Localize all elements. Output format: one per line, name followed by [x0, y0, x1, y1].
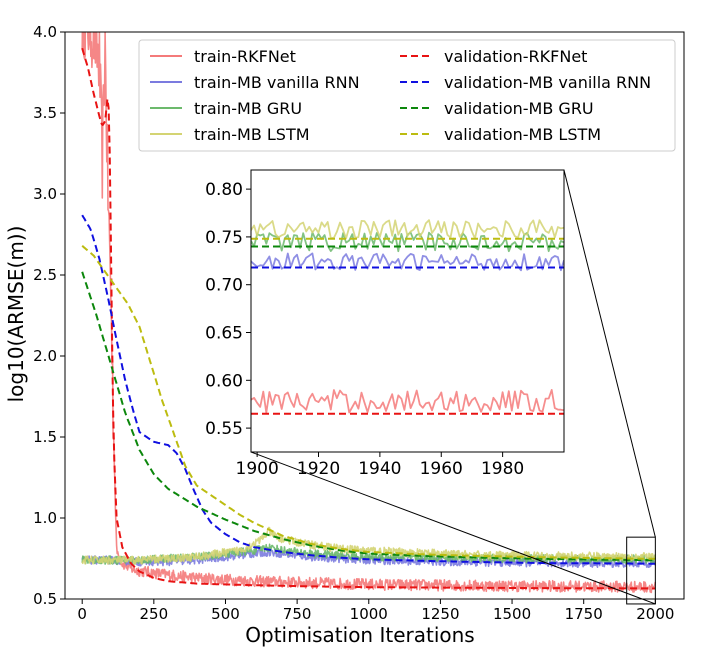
main-x-axis: 0 250 500 750 1000 1250 1500 1750 2000 — [77, 599, 674, 623]
x-tick-label: 1250 — [421, 605, 459, 623]
zoom-rectangle — [626, 536, 656, 605]
x-axis-label: Optimisation Iterations — [245, 623, 474, 647]
zoom-indicator — [250, 169, 656, 605]
inset-series-line-train-rkfnet — [251, 389, 564, 414]
legend-label-validation-rkfnet: validation-RKFNet — [444, 47, 587, 66]
legend-label-validation-mb-vanilla-rnn: validation-MB vanilla RNN — [444, 73, 651, 92]
y-tick-label: 1.5 — [33, 428, 57, 446]
legend-label-train-rkfnet: train-RKFNet — [194, 47, 296, 66]
series-line-validation-mb-lstm — [81, 245, 656, 560]
x-tick-label: 1000 — [350, 605, 388, 623]
inset-series-line-train-mb-lstm — [251, 219, 564, 240]
inset-y-axis: 0.55 0.60 0.65 0.70 0.75 0.80 — [205, 180, 251, 439]
legend-label-train-mb-lstm: train-MB LSTM — [194, 125, 310, 144]
inset-background — [251, 170, 564, 452]
inset-x-axis: 1900 1920 1940 1960 1980 — [236, 452, 524, 479]
inset-x-tick-label: 1960 — [420, 459, 463, 479]
series-line-validation-rkfnet — [81, 47, 656, 590]
y-tick-label: 2.0 — [33, 347, 57, 365]
legend-label-validation-mb-lstm: validation-MB LSTM — [444, 125, 601, 144]
zoom-connector-top — [563, 169, 656, 538]
inset-y-tick-label: 0.60 — [205, 371, 243, 391]
inset-y-tick-label: 0.80 — [205, 180, 243, 200]
y-axis-label: log10(ARMSE(m)) — [4, 226, 28, 403]
x-tick-label: 500 — [211, 605, 240, 623]
y-tick-label: 1.0 — [33, 509, 57, 527]
zoom-connector-bottom — [250, 451, 656, 605]
y-tick-label: 3.5 — [33, 104, 57, 122]
inset-x-tick-label: 1940 — [358, 459, 401, 479]
y-tick-label: 2.5 — [33, 266, 57, 284]
x-tick-label: 2000 — [636, 605, 674, 623]
inset-y-tick-label: 0.65 — [205, 324, 243, 344]
legend-label-validation-mb-gru: validation-MB GRU — [444, 99, 594, 118]
x-tick-label: 750 — [283, 605, 312, 623]
legend-label-train-mb-vanilla-rnn: train-MB vanilla RNN — [194, 73, 360, 92]
legend-box — [138, 39, 676, 152]
inset-x-tick-label: 1900 — [236, 459, 279, 479]
x-tick-label: 1500 — [493, 605, 531, 623]
inset-plot-frame — [250, 169, 565, 453]
series-line-validation-mb-gru — [81, 271, 656, 562]
main-plot-area — [81, 32, 657, 594]
inset-y-tick-label: 0.70 — [205, 276, 243, 296]
inset-x-tick-label: 1920 — [297, 459, 340, 479]
inset-series-line-train-mb-vanilla-rnn — [251, 252, 564, 272]
y-tick-label: 4.0 — [33, 23, 57, 41]
x-tick-label: 0 — [77, 605, 87, 623]
inset-y-tick-label: 0.55 — [205, 419, 243, 439]
x-tick-label: 1750 — [565, 605, 603, 623]
inset-y-tick-label: 0.75 — [205, 228, 243, 248]
y-tick-label: 0.5 — [33, 590, 57, 608]
main-plot-frame — [64, 31, 685, 600]
y-tick-label: 3.0 — [33, 185, 57, 203]
inset-x-tick-label: 1980 — [481, 459, 524, 479]
main-y-axis: 0.5 1.0 1.5 2.0 2.5 3.0 3.5 4.0 — [33, 23, 65, 608]
x-tick-label: 250 — [140, 605, 169, 623]
legend-label-train-mb-gru: train-MB GRU — [194, 99, 302, 118]
legend: train-RKFNet train-MB vanilla RNN train-MB… — [138, 39, 676, 152]
inset-plot-area — [251, 219, 564, 415]
series-line-validation-mb-vanilla-rnn — [81, 214, 656, 565]
